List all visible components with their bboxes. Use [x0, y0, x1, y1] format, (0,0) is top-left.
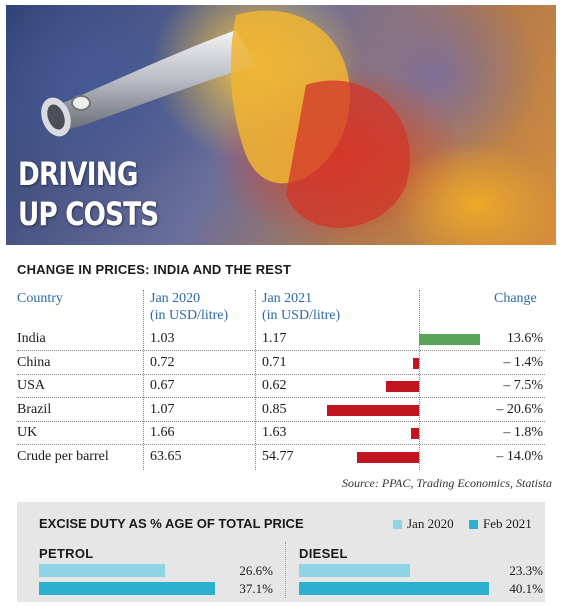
- row-divider: [17, 420, 545, 422]
- change-bar: [356, 451, 419, 463]
- excise-divider: [285, 542, 286, 598]
- jan2021-cell: 0.71: [262, 354, 287, 370]
- legend-label-jan2020: Jan 2020: [407, 516, 454, 531]
- header-jan2021-line2: (in USD/litre): [262, 308, 341, 323]
- jan2020-cell: 1.03: [150, 331, 175, 346]
- country-cell: China: [17, 354, 51, 370]
- legend-label-feb2021: Feb 2021: [483, 516, 532, 531]
- excise-title: EXCISE DUTY AS % AGE OF TOTAL PRICE: [39, 516, 304, 531]
- diesel-jan2020-value: 23.3%: [509, 563, 543, 578]
- change-bar: [385, 381, 419, 392]
- header-change: Change: [494, 291, 537, 306]
- bar-zero-axis: [419, 290, 420, 470]
- jan2021-cell: 54.77: [262, 448, 294, 464]
- change-value: – 20.6%: [496, 401, 543, 417]
- jan2021-cell: 0.62: [262, 378, 287, 393]
- column-divider: [255, 290, 256, 470]
- jan2020-cell: 0.72: [150, 354, 175, 370]
- diesel-feb2021-bar: [299, 582, 490, 595]
- header-jan2020-line1: Jan 2020: [150, 291, 201, 306]
- diesel-label: DIESEL: [299, 546, 348, 561]
- country-cell: Crude per barrel: [17, 448, 109, 464]
- jan2020-cell: 1.07: [150, 401, 175, 417]
- diesel-jan2020-bar: [299, 564, 410, 577]
- hero-title-line2: UP COSTS: [18, 195, 159, 233]
- legend-feb2021: Feb 2021: [469, 516, 532, 532]
- petrol-label: PETROL: [39, 546, 94, 561]
- header-jan2021-line1: Jan 2021: [262, 291, 313, 306]
- petrol-jan2020-value: 26.6%: [239, 563, 273, 578]
- change-bar: [419, 334, 480, 345]
- petrol-feb2021-bar: [39, 582, 216, 595]
- jan2021-cell: 1.17: [262, 331, 287, 346]
- country-cell: USA: [17, 378, 46, 393]
- change-value: – 14.0%: [496, 448, 543, 464]
- change-bar: [410, 428, 419, 439]
- row-divider: [17, 397, 545, 398]
- fuel-nozzle-illustration: [41, 10, 410, 228]
- table-title: CHANGE IN PRICES: INDIA AND THE REST: [17, 262, 292, 277]
- country-cell: UK: [17, 425, 38, 440]
- diesel-feb2021-value: 40.1%: [509, 581, 543, 596]
- row-divider: [17, 350, 545, 351]
- row-divider: [17, 373, 545, 375]
- change-bar: [327, 404, 419, 416]
- row-divider: [17, 444, 545, 445]
- jan2020-cell: 1.66: [150, 425, 175, 440]
- hero-title-line1: DRIVING: [18, 155, 138, 193]
- jan2021-cell: 1.63: [262, 425, 287, 440]
- change-value: – 1.4%: [503, 354, 543, 370]
- header-jan2020-line2: (in USD/litre): [150, 308, 229, 323]
- jan2020-cell: 63.65: [150, 448, 182, 464]
- legend-jan2020: Jan 2020: [393, 516, 454, 532]
- excise-panel: EXCISE DUTY AS % AGE OF TOTAL PRICE Jan …: [17, 502, 545, 602]
- change-bar: [412, 357, 419, 369]
- column-divider: [143, 290, 144, 470]
- header-country: Country: [17, 291, 63, 306]
- change-value: 13.6%: [506, 331, 543, 346]
- legend-swatch-feb2021: [469, 519, 478, 529]
- country-cell: Brazil: [17, 401, 52, 417]
- change-value: – 1.8%: [503, 425, 543, 440]
- legend-swatch-jan2020: [393, 519, 402, 529]
- jan2020-cell: 0.67: [150, 378, 175, 393]
- jan2021-cell: 0.85: [262, 401, 287, 417]
- petrol-feb2021-value: 37.1%: [239, 581, 273, 596]
- change-value: – 7.5%: [503, 378, 543, 393]
- petrol-jan2020-bar: [39, 564, 166, 577]
- hero-image: DRIVING UP COSTS: [6, 5, 556, 245]
- country-cell: India: [17, 331, 46, 346]
- source-note: Source: PPAC, Trading Economics, Statist…: [342, 476, 552, 490]
